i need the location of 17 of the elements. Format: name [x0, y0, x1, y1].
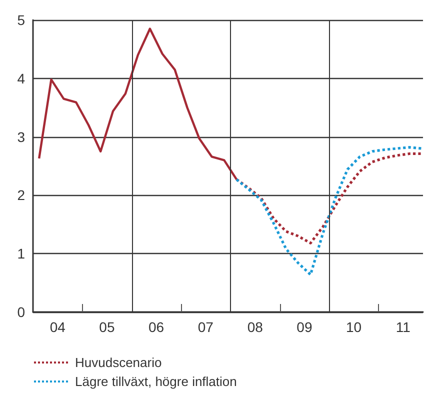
y-tick-label: 5 — [17, 12, 26, 28]
y-tick-label: 3 — [17, 128, 26, 145]
line-series — [235, 146, 423, 276]
x-tick-label: 09 — [296, 319, 312, 335]
y-tick-label: 0 — [17, 304, 26, 320]
y-tick-label: 4 — [17, 70, 26, 86]
x-tick-label: 07 — [198, 319, 214, 335]
x-tick-label: 08 — [247, 319, 264, 335]
legend-label: Lägre tillväxt, högre inflation — [75, 374, 237, 389]
x-tick-label: 10 — [346, 319, 362, 335]
legend-label: Huvudscenario — [75, 355, 162, 370]
x-tick-label: 11 — [396, 319, 411, 335]
x-tick-label: 04 — [50, 319, 66, 335]
x-tick-label: 05 — [99, 319, 115, 335]
y-tick-label: 2 — [17, 187, 26, 204]
y-tick-label: 1 — [17, 246, 26, 262]
x-tick-label: 06 — [148, 319, 164, 335]
